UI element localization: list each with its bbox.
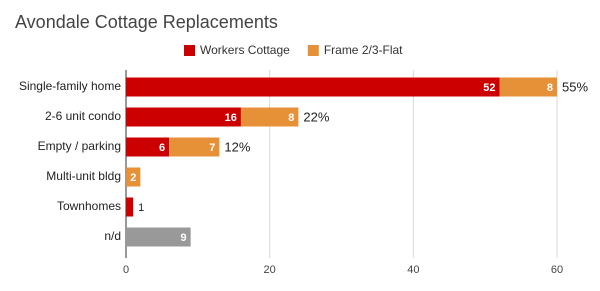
chart-title: Avondale Cottage Replacements (15, 12, 278, 32)
total-label: 1 (138, 202, 144, 214)
data-label: 7 (209, 142, 215, 154)
data-label: 9 (181, 232, 187, 244)
bar-segment (499, 77, 557, 97)
data-label: 16 (225, 112, 237, 124)
bar-segment (240, 107, 299, 127)
data-label: 8 (288, 112, 294, 124)
bar-segment (126, 137, 170, 157)
y-tick-label: Single-family home (19, 79, 121, 93)
total-label: 55% (562, 79, 588, 94)
legend-label: Frame 2/3-Flat (324, 43, 403, 57)
data-label: 2 (130, 172, 136, 184)
y-tick-label: Empty / parking (38, 139, 121, 153)
y-tick-label: Multi-unit bldg (46, 169, 121, 183)
data-label: 6 (159, 142, 165, 154)
total-label: 22% (303, 109, 329, 124)
bar-segment (126, 197, 134, 217)
y-tick-label: n/d (104, 229, 121, 243)
x-tick-label: 0 (123, 264, 129, 276)
legend-swatch (307, 45, 319, 56)
data-label: 8 (547, 82, 553, 94)
y-tick-label: 2-6 unit condo (45, 109, 121, 123)
x-tick-label: 20 (264, 264, 276, 276)
legend-swatch (184, 45, 195, 56)
x-tick-label: 40 (407, 264, 419, 276)
bar-segment (126, 227, 191, 247)
legend-label: Workers Cottage (200, 43, 290, 57)
data-label: 52 (483, 82, 495, 94)
y-tick-label: Townhomes (57, 199, 121, 213)
bar-segment (126, 77, 500, 97)
total-label: 12% (224, 139, 250, 154)
bar-segment (169, 137, 220, 157)
x-tick-label: 60 (551, 264, 563, 276)
bar-segment (126, 167, 141, 187)
bar-segment (126, 107, 241, 127)
